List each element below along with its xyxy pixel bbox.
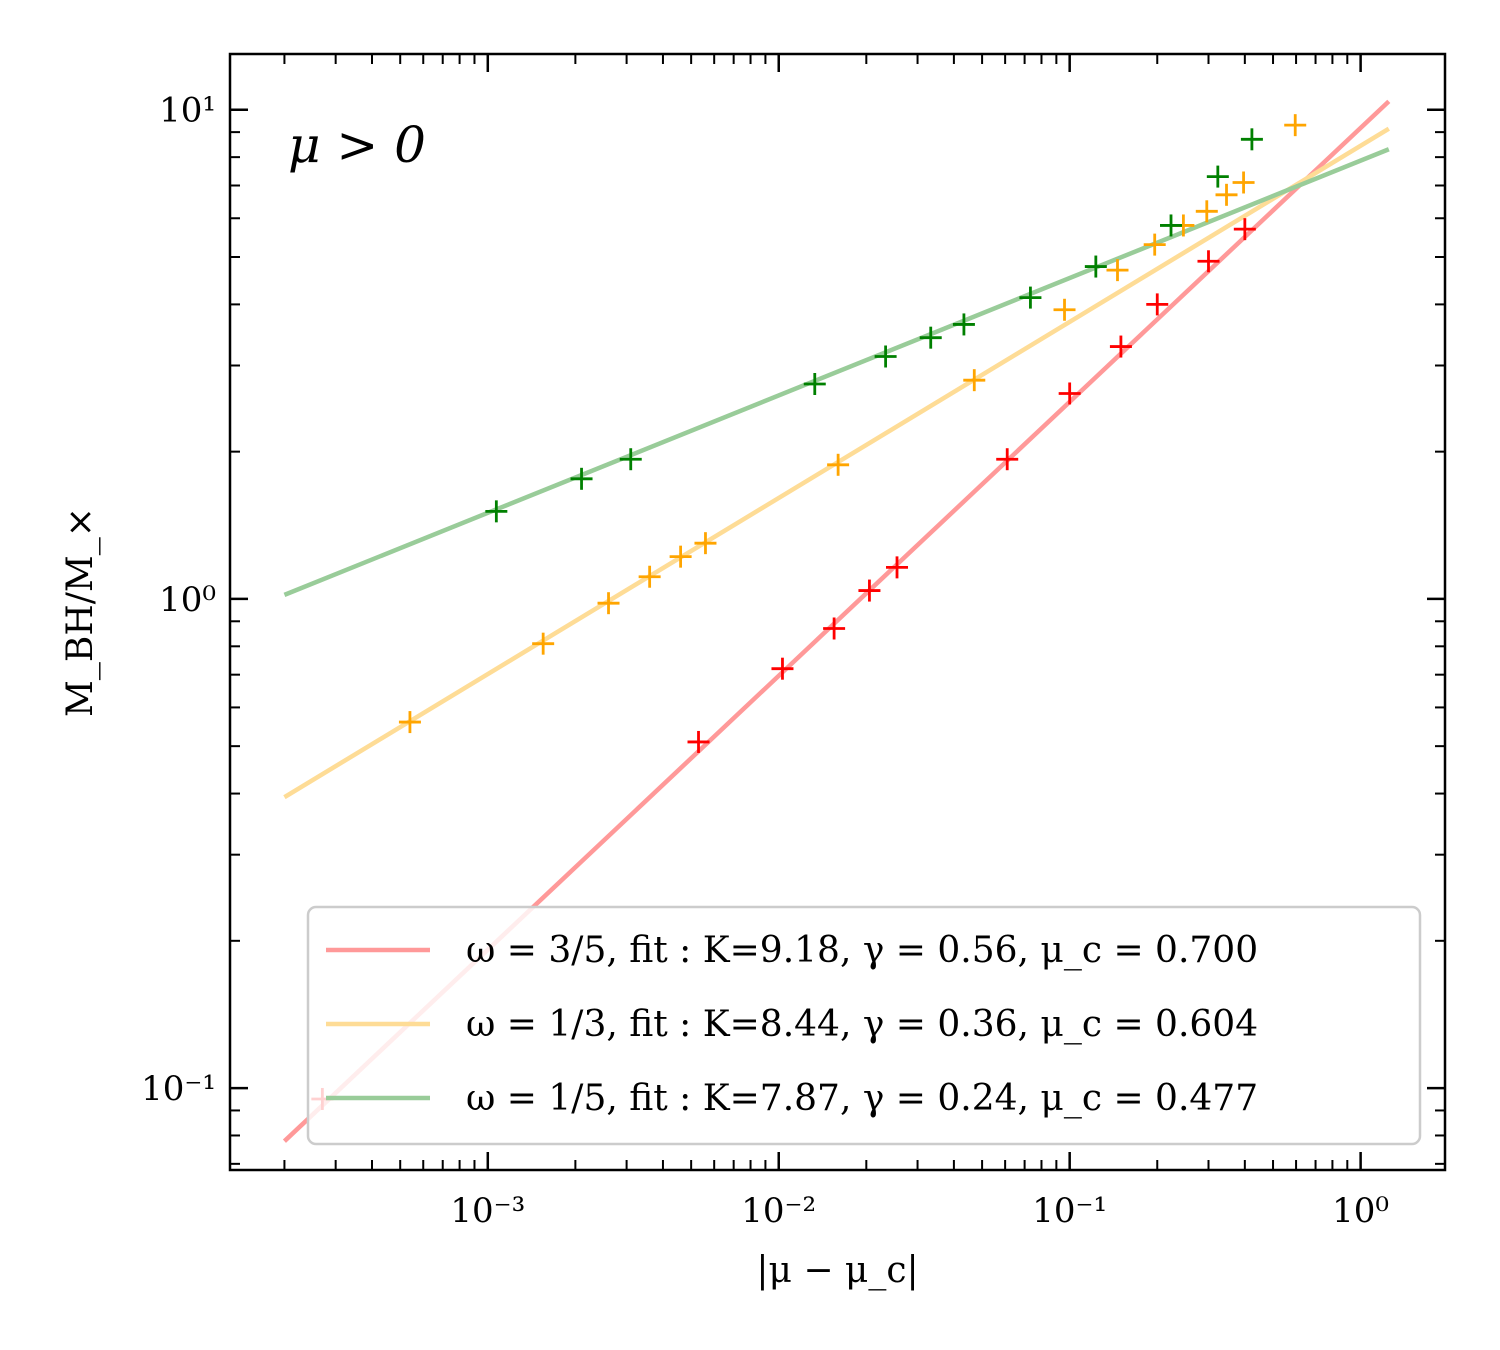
data-point	[1215, 183, 1238, 206]
annotation: μ > 0	[288, 116, 426, 174]
data-point	[687, 730, 710, 753]
y-tick-label: 10⁻¹	[141, 1069, 216, 1109]
fit-line	[283, 147, 1390, 597]
y-tick-label: 10⁰	[159, 580, 216, 620]
data-point	[398, 711, 421, 734]
y-axis-label: M_BH/M_×	[60, 507, 101, 717]
x-tick-label: 10⁰	[1332, 1191, 1389, 1231]
data-point	[1233, 218, 1256, 241]
data-point	[485, 500, 508, 523]
data-points	[311, 114, 1307, 1110]
x-tick-label: 10⁻²	[741, 1191, 816, 1231]
fit-line	[283, 126, 1390, 800]
x-axis-label: |μ − μ_c|	[756, 1250, 918, 1291]
plot-frame	[228, 52, 1447, 1172]
y-tick-label: 10¹	[159, 91, 216, 131]
data-point	[823, 617, 846, 640]
data-point	[1197, 250, 1220, 273]
data-point	[1058, 382, 1081, 405]
data-point	[1240, 128, 1263, 151]
data-point	[570, 467, 593, 490]
data-point	[886, 556, 909, 579]
data-point	[1206, 165, 1229, 188]
data-point	[963, 369, 986, 392]
data-point	[827, 453, 850, 476]
data-point	[874, 345, 897, 368]
data-point	[669, 545, 692, 568]
data-point	[1146, 293, 1169, 316]
data-point	[597, 592, 620, 615]
data-point	[952, 313, 975, 336]
axis-ticks	[230, 54, 1445, 1170]
data-point	[638, 565, 661, 588]
data-point	[694, 532, 717, 555]
legend-entry-label: ω = 1/3, fit : K=8.44, γ = 0.36, μ_c = 0…	[466, 1004, 1258, 1045]
data-point	[1053, 298, 1076, 321]
data-point	[1232, 171, 1255, 194]
data-point	[803, 372, 826, 395]
tick-labels: 10⁻³ 10⁻² 10⁻¹ 10⁰ 10⁻¹ 10⁰ 10¹	[141, 91, 1389, 1231]
legend-entry-label: ω = 3/5, fit : K=9.18, γ = 0.56, μ_c = 0…	[466, 930, 1258, 971]
legend-box	[306, 905, 1422, 1146]
data-point	[1160, 214, 1183, 237]
data-point	[858, 579, 881, 602]
data-point	[1195, 200, 1218, 223]
legend-entry-label: ω = 1/5, fit : K=7.87, γ = 0.24, μ_c = 0…	[466, 1078, 1258, 1119]
data-point	[1109, 335, 1132, 358]
data-point	[771, 657, 794, 680]
data-point	[1019, 286, 1042, 309]
data-point	[1084, 255, 1107, 278]
data-point	[1284, 114, 1307, 137]
data-point	[1106, 259, 1129, 282]
x-tick-label: 10⁻³	[450, 1191, 525, 1231]
x-tick-label: 10⁻¹	[1032, 1191, 1107, 1231]
data-point	[996, 448, 1019, 471]
data-point	[1143, 233, 1166, 256]
data-point	[919, 326, 942, 349]
legend: ω = 3/5, fit : K=9.18, γ = 0.56, μ_c = 0…	[306, 905, 1422, 1146]
data-point	[532, 632, 555, 655]
data-point	[619, 448, 642, 471]
